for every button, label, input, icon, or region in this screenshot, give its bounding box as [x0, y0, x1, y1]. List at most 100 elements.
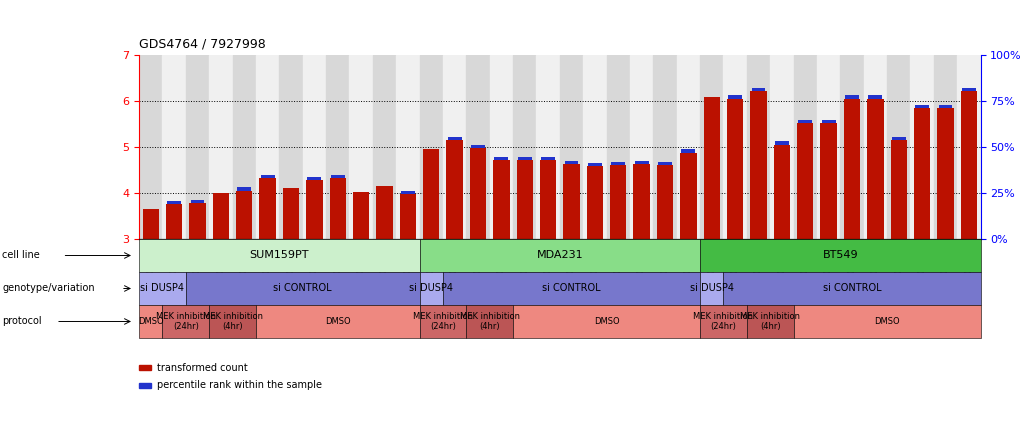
Bar	[397, 55, 419, 239]
Text: genotype/variation: genotype/variation	[2, 283, 95, 294]
Text: DMSO: DMSO	[593, 317, 619, 326]
Bar	[255, 55, 279, 239]
Bar	[867, 99, 884, 239]
Bar	[517, 160, 533, 239]
Bar	[283, 188, 299, 239]
Bar	[518, 157, 531, 160]
Text: si DUSP4: si DUSP4	[140, 283, 184, 294]
Bar	[916, 104, 929, 108]
Text: cell line: cell line	[2, 250, 40, 261]
Text: si CONTROL: si CONTROL	[542, 283, 600, 294]
Bar	[489, 55, 513, 239]
Bar	[349, 55, 373, 239]
Bar	[682, 149, 695, 153]
Text: MEK inhibition
(24hr): MEK inhibition (24hr)	[156, 312, 216, 331]
Text: percentile rank within the sample: percentile rank within the sample	[157, 380, 321, 390]
Bar	[817, 55, 840, 239]
Bar	[610, 165, 626, 239]
Bar	[163, 55, 185, 239]
Text: MEK inhibition
(4hr): MEK inhibition (4hr)	[741, 312, 800, 331]
Text: DMSO: DMSO	[138, 317, 164, 326]
Bar	[191, 200, 204, 203]
Bar	[190, 203, 206, 239]
Bar	[237, 187, 251, 191]
Bar	[653, 55, 677, 239]
Bar	[844, 99, 860, 239]
Bar	[750, 91, 766, 239]
Text: GDS4764 / 7927998: GDS4764 / 7927998	[139, 38, 266, 51]
Bar	[423, 149, 440, 239]
Bar	[703, 97, 720, 239]
Bar	[448, 137, 461, 140]
Text: MEK inhibition
(4hr): MEK inhibition (4hr)	[203, 312, 263, 331]
Bar	[864, 55, 887, 239]
Text: si CONTROL: si CONTROL	[273, 283, 332, 294]
Bar	[260, 178, 276, 239]
Bar	[261, 175, 275, 178]
Bar	[376, 186, 392, 239]
Bar	[139, 55, 163, 239]
Bar	[891, 140, 907, 239]
Bar	[677, 55, 700, 239]
Bar	[540, 160, 556, 239]
Text: si DUSP4: si DUSP4	[690, 283, 733, 294]
Bar	[541, 157, 555, 160]
Bar	[236, 191, 252, 239]
Bar	[630, 55, 653, 239]
Bar	[961, 91, 977, 239]
Bar	[233, 55, 255, 239]
Bar	[821, 123, 836, 239]
Bar	[845, 96, 859, 99]
Bar	[142, 209, 159, 239]
Bar	[611, 162, 625, 165]
Bar	[770, 55, 793, 239]
Bar	[911, 55, 934, 239]
Text: SUM159PT: SUM159PT	[249, 250, 309, 261]
Bar	[937, 108, 954, 239]
Text: DMSO: DMSO	[324, 317, 350, 326]
Bar	[723, 55, 747, 239]
Text: transformed count: transformed count	[157, 363, 247, 373]
Bar	[752, 88, 765, 91]
Bar	[166, 204, 182, 239]
Bar	[400, 194, 416, 239]
Bar	[607, 55, 630, 239]
Bar	[658, 162, 672, 165]
Bar	[588, 163, 602, 166]
Bar	[747, 55, 770, 239]
Bar	[793, 55, 817, 239]
Bar	[657, 165, 674, 239]
Bar	[401, 191, 415, 194]
Bar	[303, 55, 327, 239]
Bar	[587, 166, 603, 239]
Bar	[279, 55, 303, 239]
Bar	[934, 55, 957, 239]
Bar	[493, 160, 510, 239]
Bar	[167, 201, 181, 204]
Bar	[700, 55, 723, 239]
Text: protocol: protocol	[2, 316, 41, 327]
Bar	[892, 137, 905, 140]
Bar	[471, 145, 485, 148]
Text: si DUSP4: si DUSP4	[409, 283, 453, 294]
Bar	[446, 140, 462, 239]
Bar	[306, 180, 322, 239]
Bar	[185, 55, 209, 239]
Bar	[467, 55, 489, 239]
Bar	[470, 148, 486, 239]
Bar	[209, 55, 233, 239]
Bar	[494, 157, 509, 160]
Bar	[419, 55, 443, 239]
Bar	[822, 120, 835, 123]
Bar	[560, 55, 583, 239]
Bar	[840, 55, 864, 239]
Bar	[331, 175, 345, 178]
Bar	[330, 178, 346, 239]
Bar	[443, 55, 467, 239]
Bar	[633, 165, 650, 239]
Text: si CONTROL: si CONTROL	[823, 283, 882, 294]
Bar	[307, 177, 321, 180]
Bar	[680, 153, 696, 239]
Bar	[914, 108, 930, 239]
Bar	[797, 123, 814, 239]
